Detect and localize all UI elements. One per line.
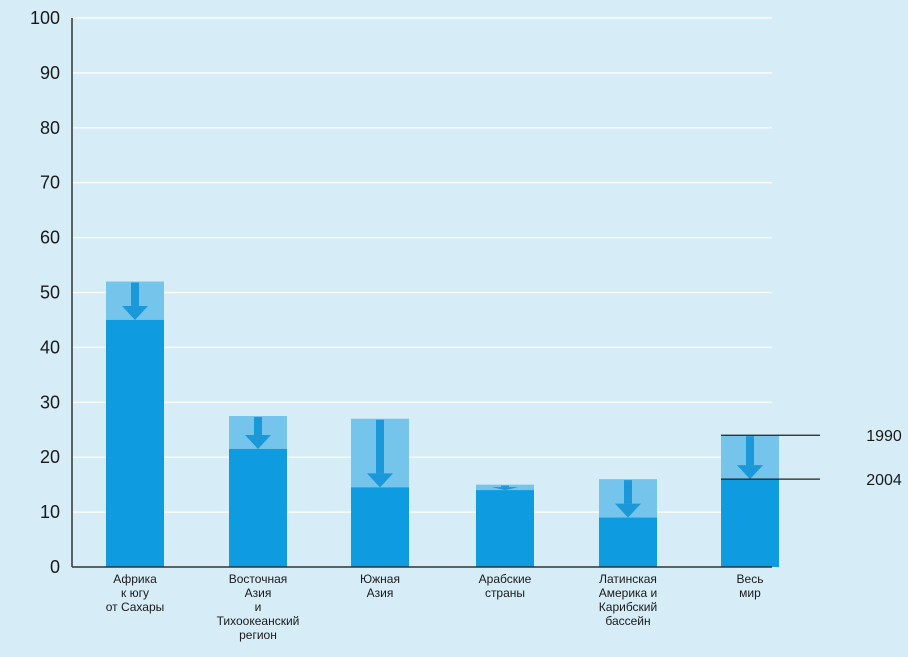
x-tick-label: Восточная Азия и Тихоокеанский регион bbox=[217, 572, 300, 642]
x-tick-label: Африка к югу от Сахары bbox=[106, 572, 165, 614]
y-tick-label: 100 bbox=[30, 8, 60, 28]
bar-2004-5 bbox=[721, 479, 779, 567]
x-tick-label-line: мир bbox=[739, 586, 761, 600]
legend-label-2004: 2004 bbox=[866, 472, 902, 489]
arrow-shaft-3 bbox=[501, 485, 509, 488]
x-tick-label-line: Африка bbox=[113, 572, 157, 586]
x-tick-label-line: к югу bbox=[121, 586, 149, 600]
grid-lines bbox=[72, 17, 772, 513]
y-axis-ticks: 0 10 20 30 40 50 60 70 80 90 100 bbox=[30, 8, 60, 577]
bars bbox=[106, 281, 779, 567]
x-tick-label: Арабские страны bbox=[479, 572, 532, 600]
x-tick-label-line: Восточная bbox=[229, 572, 288, 586]
x-tick-label-line: Южная bbox=[360, 572, 400, 586]
y-tick-label: 40 bbox=[40, 337, 60, 357]
arrow-head-0 bbox=[122, 305, 148, 320]
x-tick-label-line: бассейн bbox=[605, 614, 650, 628]
arrow-head-1 bbox=[245, 434, 271, 449]
bar-2004-4 bbox=[599, 517, 657, 567]
x-tick-label: Южная Азия bbox=[360, 572, 400, 600]
legend: 1990 2004 bbox=[721, 428, 902, 489]
x-tick-label: Латинская Америка и Карибский бассейн bbox=[599, 572, 658, 628]
arrow-head-5 bbox=[737, 465, 763, 480]
y-tick-label: 80 bbox=[40, 118, 60, 138]
arrow-shaft-0 bbox=[131, 282, 139, 306]
arrow-shaft-1 bbox=[254, 417, 262, 435]
y-tick-label: 60 bbox=[40, 228, 60, 248]
y-tick-label: 20 bbox=[40, 447, 60, 467]
x-tick-label-line: Арабские bbox=[479, 572, 532, 586]
x-tick-label-line: и bbox=[255, 600, 262, 614]
arrow-shaft-2 bbox=[376, 419, 384, 474]
y-tick-label: 30 bbox=[40, 392, 60, 412]
x-tick-label-line: Весь bbox=[737, 572, 764, 586]
x-tick-label-line: от Сахары bbox=[106, 600, 165, 614]
bar-2004-2 bbox=[351, 487, 409, 567]
arrow-head-2 bbox=[367, 473, 393, 488]
arrow-head-3 bbox=[492, 487, 518, 491]
arrow-shaft-4 bbox=[624, 480, 632, 504]
arrow-head-4 bbox=[615, 503, 641, 518]
x-tick-label: Весь мир bbox=[737, 572, 764, 600]
bar-2004-1 bbox=[229, 448, 287, 567]
x-tick-label-line: Карибский bbox=[599, 600, 657, 614]
bar-2004-3 bbox=[476, 490, 534, 567]
y-tick-label: 90 bbox=[40, 63, 60, 83]
x-tick-label-line: страны bbox=[485, 586, 525, 600]
y-tick-label: 50 bbox=[40, 283, 60, 303]
arrow-shaft-5 bbox=[746, 436, 754, 466]
x-tick-label-line: Америка и bbox=[599, 586, 658, 600]
x-tick-label-line: Азия bbox=[245, 586, 272, 600]
bar-2004-0 bbox=[106, 319, 164, 567]
y-tick-label: 10 bbox=[40, 502, 60, 522]
legend-label-1990: 1990 bbox=[866, 428, 902, 445]
y-tick-label: 70 bbox=[40, 173, 60, 193]
x-tick-label-line: Латинская bbox=[599, 572, 657, 586]
x-tick-label-line: регион bbox=[239, 628, 277, 642]
x-tick-label-line: Тихоокеанский bbox=[217, 614, 300, 628]
y-tick-label: 0 bbox=[50, 557, 60, 577]
x-tick-label-line: Азия bbox=[367, 586, 394, 600]
